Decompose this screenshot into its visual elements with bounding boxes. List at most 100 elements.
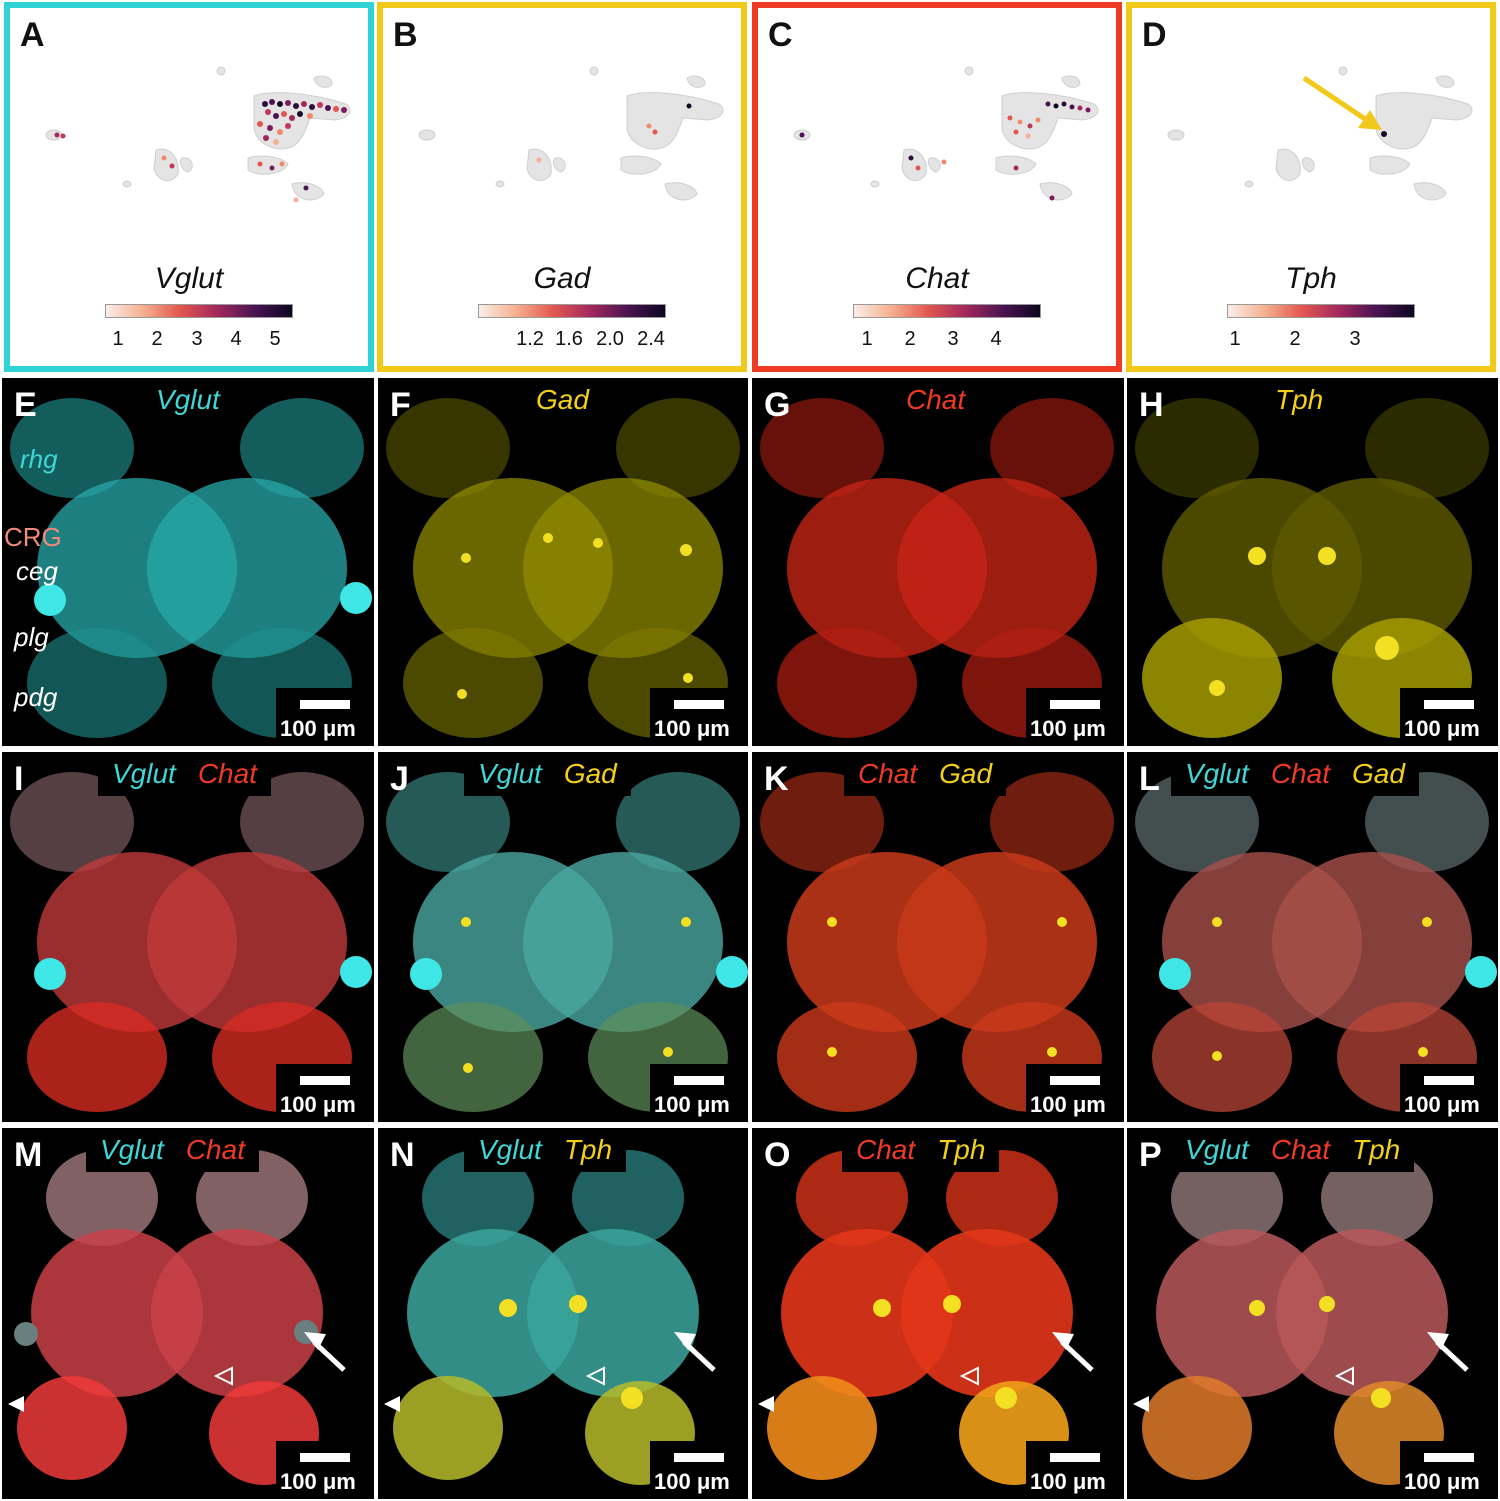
scale-label: 100 μm: [654, 1092, 730, 1117]
channel-tag: Vglut: [100, 1134, 164, 1165]
scale-label: 100 μm: [654, 716, 730, 741]
tick-label: 1.2: [516, 328, 544, 350]
scale-label: 100 μm: [1404, 1092, 1480, 1117]
channel-tags: Chat Gad: [844, 752, 1007, 796]
panel-label: I: [14, 760, 24, 798]
micrograph-k: K Chat Gad 100 μm: [752, 752, 1124, 1122]
arrow-icon: [1302, 75, 1382, 130]
micrograph-p: P Vglut Chat Tph 100 μm: [1127, 1128, 1498, 1499]
tick-label: 2: [904, 328, 916, 350]
panel-label: G: [764, 386, 791, 424]
colorbar-ticks: 1.2 1.6 2.0 2.4: [383, 328, 741, 354]
micrograph-i: I Vglut Chat 100 μm: [2, 752, 374, 1122]
brain-image: [10, 398, 372, 738]
tick-label: 4: [990, 328, 1002, 350]
umap-panel-c: C Chat 1 2 3 4: [752, 2, 1122, 372]
channel-tag: Chat: [1270, 758, 1330, 789]
channel-tag: Chat: [858, 758, 918, 789]
tick-label: 1.6: [555, 328, 583, 350]
scale-label: 100 μm: [280, 1092, 356, 1117]
channel-tag: Gad: [563, 758, 617, 789]
brain-image: [386, 772, 748, 1112]
scale-label: 100 μm: [654, 1469, 730, 1494]
channel-tags: Chat Tph: [842, 1128, 1000, 1172]
scale-bar: 100 μm: [276, 688, 374, 746]
arrowhead-open-icon: [585, 1366, 605, 1386]
panel-label: A: [20, 16, 45, 54]
arrowhead-icon: [8, 1396, 24, 1412]
region-label-crg: CRG: [4, 522, 62, 552]
umap-panel-d: D Tph 1 2 3: [1126, 2, 1496, 372]
arrowhead-open-icon: [959, 1366, 979, 1386]
brain-image: [760, 398, 1114, 738]
brain-image: [1135, 398, 1489, 738]
arrow-icon: [1052, 1332, 1094, 1372]
channel-tag: Gad: [536, 384, 589, 415]
umap-plot-b: [418, 66, 724, 201]
gene-title: Gad: [533, 262, 591, 295]
umap-panel-b: B Gad 1.2 1.6 2.0 2.4: [377, 2, 747, 372]
tick-label: 2.0: [596, 328, 624, 350]
gene-title: Chat: [905, 262, 969, 295]
scale-label: 100 μm: [1404, 1469, 1480, 1494]
panel-label: C: [768, 16, 793, 54]
micrograph-j: J Vglut Gad 100 μm: [378, 752, 748, 1122]
channel-tag: Chat: [185, 1134, 245, 1165]
arrowhead-open-icon: [213, 1366, 233, 1386]
brain-image: [10, 772, 372, 1112]
micrograph-l: L Vglut Chat Gad 100 μm: [1127, 752, 1498, 1122]
channel-tag: Chat: [1270, 1134, 1330, 1165]
channel-tag: Tph: [563, 1134, 613, 1165]
brain-image: [760, 772, 1114, 1112]
tick-label: 1: [1229, 328, 1241, 350]
micrograph-f: F Gad 100 μm: [378, 378, 748, 746]
colorbar: [105, 304, 293, 318]
colorbar: [478, 304, 666, 318]
tick-label: 2: [151, 328, 163, 350]
arrowhead-open-icon: [1334, 1366, 1354, 1386]
channel-tag: Chat: [906, 384, 966, 415]
arrow-icon: [1427, 1332, 1469, 1372]
region-label-rhg: rhg: [20, 444, 58, 474]
umap-plot-d: [1167, 66, 1473, 201]
tick-label: 2.4: [637, 328, 665, 350]
channel-tags: Vglut Chat: [98, 752, 271, 796]
arrowhead-icon: [758, 1396, 774, 1412]
channel-tag: Chat: [856, 1134, 916, 1165]
channel-tags: Tph: [1261, 378, 1338, 422]
channel-tag: Tph: [1351, 1134, 1401, 1165]
channel-tags: Vglut: [142, 378, 234, 422]
region-label-ceg: ceg: [16, 556, 58, 586]
channel-tag: Chat: [197, 758, 257, 789]
panel-label: J: [390, 760, 409, 798]
panel-label: H: [1139, 386, 1164, 424]
brain-image: [1133, 1150, 1469, 1485]
panel-label: E: [14, 386, 37, 424]
channel-tags: Vglut Tph: [464, 1128, 627, 1172]
micrograph-e: E Vglut rhg CRG ceg plg pdg 100 μm: [2, 378, 374, 746]
umap-points-c: [799, 101, 1091, 201]
scale-label: 100 μm: [1030, 716, 1106, 741]
scale-bar: 100 μm: [1026, 1064, 1124, 1122]
scale-label: 100 μm: [280, 1469, 356, 1494]
scale-label: 100 μm: [1030, 1469, 1106, 1494]
colorbar-ticks: 1 2 3 4: [758, 328, 1116, 354]
colorbar-ticks: 1 2 3: [1132, 328, 1490, 354]
channel-tag: Tph: [937, 1134, 986, 1165]
channel-tags: Vglut Chat Gad: [1171, 752, 1419, 796]
micrograph-m: M Vglut Chat 100 μm: [2, 1128, 374, 1499]
tick-label: 1: [112, 328, 124, 350]
region-label-plg: plg: [14, 622, 49, 652]
channel-tag: Vglut: [478, 758, 542, 789]
scale-bar: 100 μm: [276, 1441, 374, 1499]
gene-title: Vglut: [154, 262, 224, 295]
panel-label: O: [764, 1136, 791, 1174]
panel-label: F: [390, 386, 411, 424]
colorbar: [853, 304, 1041, 318]
panel-label: B: [393, 16, 418, 54]
micrograph-g: G Chat 100 μm: [752, 378, 1124, 746]
scale-label: 100 μm: [280, 716, 356, 741]
scale-label: 100 μm: [1404, 716, 1480, 741]
panel-label: D: [1142, 16, 1167, 54]
gene-title: Tph: [1285, 262, 1337, 295]
